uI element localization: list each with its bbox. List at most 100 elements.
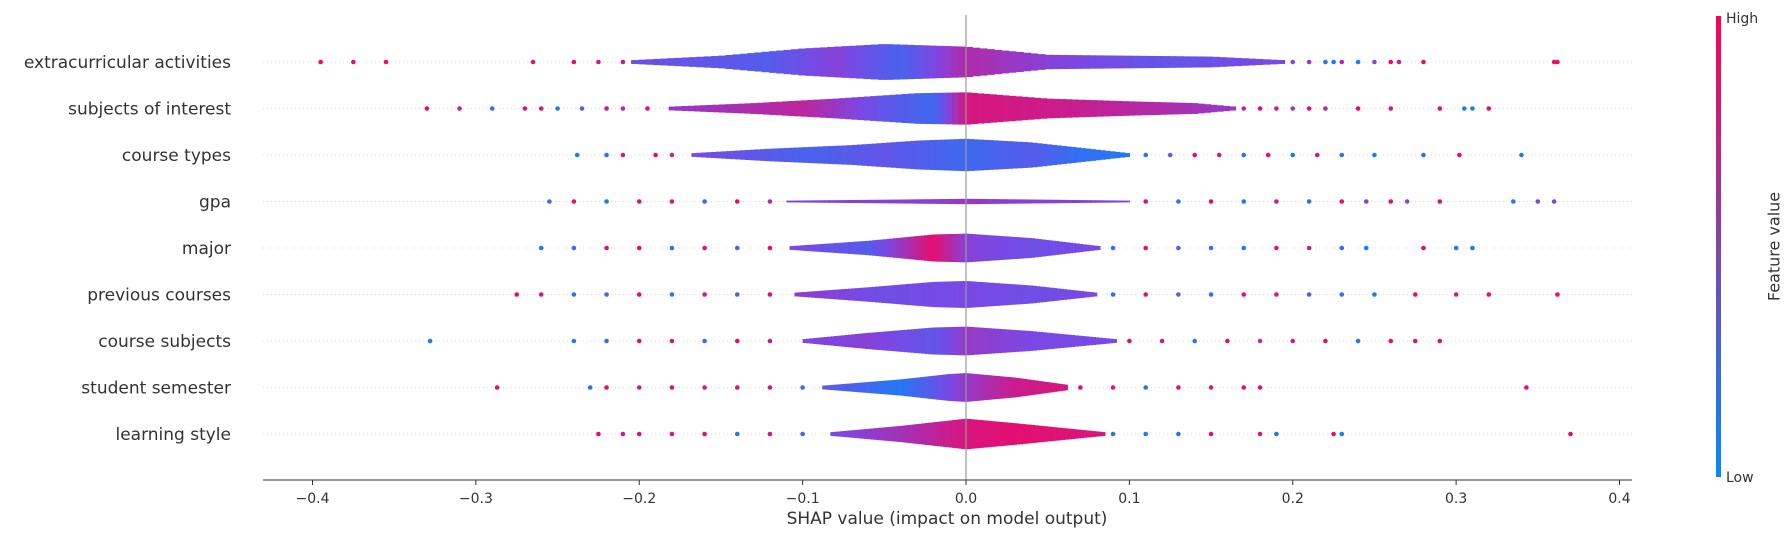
data-point [1551, 59, 1557, 65]
violin-slice [1063, 289, 1068, 300]
data-point [1208, 431, 1214, 437]
violin-slice [1036, 331, 1041, 351]
violin-slice [918, 282, 923, 307]
violin-slice [1018, 330, 1023, 352]
violin-slice [900, 199, 906, 204]
violin-slice [966, 326, 971, 356]
violin-slice [942, 327, 947, 355]
violin-slice [957, 198, 963, 205]
x-tick-label: 0.3 [1445, 491, 1467, 507]
violin-slice [1021, 378, 1025, 397]
violin-slice [1015, 377, 1019, 398]
data-point [489, 106, 495, 111]
colorbar-gradient [1716, 16, 1721, 477]
feature-label: previous courses [87, 286, 231, 306]
violin-slice [1024, 237, 1029, 259]
violin-slice [1071, 147, 1077, 163]
violin-slice [871, 143, 877, 167]
violin-slice [769, 102, 777, 115]
violin-slice [796, 245, 801, 251]
violin-slice [889, 238, 894, 258]
violin-slice [992, 282, 997, 307]
violin-slice [1109, 151, 1116, 159]
violin-slice [890, 380, 894, 395]
violin-slice [839, 200, 845, 203]
violin-slice [948, 281, 953, 308]
violin-slice [1095, 431, 1100, 437]
violin-slice [1241, 58, 1249, 66]
violin-slice [947, 374, 951, 401]
violin-slice [899, 44, 908, 80]
violin-slice [995, 283, 1000, 306]
violin-slice [854, 288, 859, 301]
violin-slice [881, 199, 886, 204]
violin-slice [959, 281, 963, 308]
violin-slice [1022, 285, 1027, 304]
violin-slice [921, 45, 930, 79]
data-point [1110, 385, 1116, 390]
violin-slice [865, 332, 870, 350]
violin-slice [1004, 329, 1009, 353]
data-point [604, 245, 609, 251]
violin-slice [833, 384, 837, 391]
violin-slice [812, 47, 821, 77]
violin-slice [1045, 381, 1049, 394]
data-point [538, 292, 544, 297]
data-point [1331, 59, 1336, 65]
data-point [1257, 385, 1263, 390]
data-point [1290, 106, 1296, 111]
violin-slice [1190, 56, 1199, 68]
violin-slice [1071, 335, 1076, 347]
violin-slice [924, 423, 929, 445]
violin-slice [840, 335, 846, 347]
violin-slice [1114, 151, 1121, 159]
violin-slice [896, 199, 902, 204]
violin-slice [938, 281, 943, 308]
data-point [604, 292, 609, 297]
violin-slice [926, 92, 934, 125]
violin-slice [999, 199, 1005, 204]
data-point [636, 338, 642, 344]
violin-slice [936, 45, 944, 79]
violin-slice [1011, 329, 1016, 353]
data-point [620, 431, 626, 437]
violin-slice [847, 145, 853, 165]
violin-slice [1083, 291, 1088, 298]
violin-slice [927, 234, 932, 262]
violin-slice [961, 198, 967, 205]
violin-slice [971, 373, 976, 402]
violin-slice [1007, 422, 1011, 446]
data-point [800, 385, 805, 390]
violin-slice [955, 233, 960, 263]
violin-slice [816, 200, 822, 203]
data-point [1265, 152, 1271, 158]
violin-slice [898, 379, 902, 396]
violin-slice [879, 239, 884, 257]
violin-slice [921, 328, 926, 354]
violin-slice [660, 58, 668, 66]
violin-slice [998, 421, 1002, 447]
violin-slice [1211, 56, 1220, 68]
data-point [702, 385, 707, 390]
violin-slice [972, 47, 981, 77]
violin-slice [866, 428, 871, 440]
violin-slice [946, 420, 950, 448]
violin-course-types [691, 138, 1130, 172]
data-point [1404, 199, 1410, 204]
violin-slice [1027, 97, 1035, 120]
violin-slice [1007, 141, 1014, 169]
violin-slice [1080, 148, 1087, 162]
data-point [1323, 59, 1328, 65]
violin-slice [877, 44, 886, 80]
data-point [1555, 59, 1560, 65]
violin-slice [996, 376, 1000, 399]
violin-slice [876, 95, 884, 122]
violin-slice [982, 234, 987, 262]
violin-slice [988, 375, 992, 400]
violin-slice [1046, 98, 1054, 119]
data-point [1339, 199, 1345, 204]
violin-slice [868, 381, 872, 394]
violin-slice [1255, 58, 1264, 66]
violin-slice [988, 420, 993, 448]
violin-slice [1117, 55, 1126, 69]
